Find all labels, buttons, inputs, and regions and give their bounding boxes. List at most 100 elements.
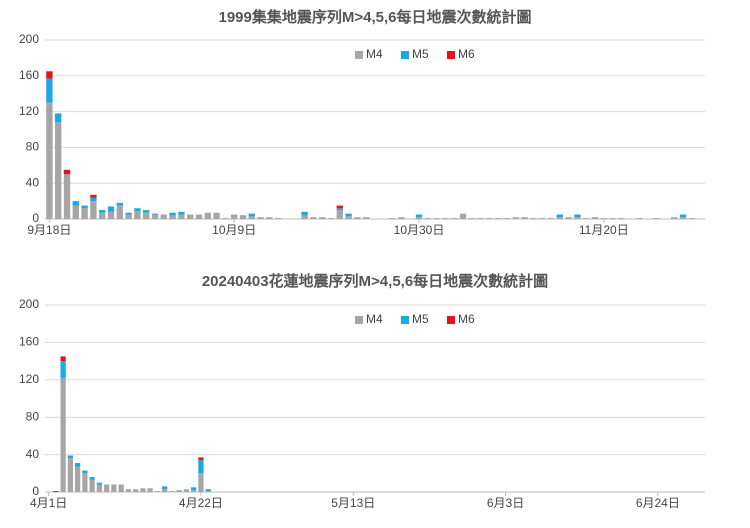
y-tick-label: 0 bbox=[32, 484, 39, 498]
bar-segment bbox=[169, 491, 175, 492]
bar-segment bbox=[176, 490, 182, 492]
bar-segment bbox=[75, 463, 81, 467]
bar-segment bbox=[82, 473, 88, 492]
bar-segment bbox=[55, 113, 62, 123]
bar-segment bbox=[151, 214, 159, 219]
y-tick-label: 40 bbox=[26, 175, 40, 189]
bar-segment bbox=[99, 210, 106, 213]
bar-segment bbox=[635, 218, 643, 219]
bar-segment bbox=[671, 217, 678, 219]
bar-segment bbox=[125, 212, 132, 215]
bar-segment bbox=[239, 215, 247, 217]
bar-segment bbox=[565, 217, 572, 219]
x-tick-label: 10月9日 bbox=[212, 223, 256, 237]
legend-swatch bbox=[401, 316, 409, 324]
bar-segment bbox=[442, 218, 449, 219]
bar-segment bbox=[415, 214, 423, 218]
bar-segment bbox=[60, 361, 66, 378]
bar-segment bbox=[162, 489, 168, 492]
bar-segment bbox=[90, 194, 97, 198]
bar-segment bbox=[486, 218, 493, 219]
bar-segment bbox=[140, 488, 146, 492]
x-tick-label: 6月24日 bbox=[636, 496, 680, 510]
bar-segment bbox=[257, 217, 264, 219]
bar-segment bbox=[104, 484, 110, 492]
bar-segment bbox=[459, 213, 467, 219]
bar-segment bbox=[539, 218, 546, 219]
y-tick-label: 120 bbox=[19, 104, 39, 118]
bar-segment bbox=[205, 489, 211, 492]
bar-segment bbox=[679, 217, 687, 219]
bar-segment bbox=[162, 486, 168, 490]
bar-segment bbox=[169, 212, 176, 216]
legend-label: M4 bbox=[366, 312, 383, 326]
bar-segment bbox=[143, 210, 150, 213]
bar-segment bbox=[336, 210, 343, 219]
y-tick-label: 120 bbox=[19, 372, 39, 386]
legend-swatch bbox=[447, 51, 455, 59]
bar-segment bbox=[556, 214, 563, 218]
bar-segment bbox=[574, 214, 581, 218]
bar-segment bbox=[503, 218, 511, 219]
bar-segment bbox=[72, 205, 79, 219]
bar-segment bbox=[81, 205, 88, 209]
bar-segment bbox=[205, 491, 211, 492]
bar-segment bbox=[134, 208, 141, 211]
bar-segment bbox=[363, 217, 370, 219]
bar-segment bbox=[63, 174, 71, 219]
y-tick-label: 80 bbox=[26, 409, 40, 423]
bar-segment bbox=[81, 208, 88, 219]
legend-label: M6 bbox=[458, 47, 475, 61]
bar-segment bbox=[67, 458, 73, 492]
bar-segment bbox=[125, 489, 132, 492]
bar-segment bbox=[134, 210, 141, 219]
legend-label: M5 bbox=[412, 47, 429, 61]
bar-segment bbox=[118, 484, 124, 492]
bar-segment bbox=[468, 218, 475, 219]
chart-title: 1999集集地震序列M>4,5,6每日地震次數統計圖 bbox=[219, 8, 532, 26]
bar-segment bbox=[266, 217, 273, 219]
bar-segment bbox=[477, 218, 484, 219]
bar-segment bbox=[574, 217, 581, 219]
y-tick-label: 160 bbox=[19, 335, 39, 349]
bar-segment bbox=[116, 205, 123, 219]
bar-segment bbox=[187, 214, 194, 219]
bar-segment bbox=[55, 122, 62, 219]
y-tick-label: 200 bbox=[19, 32, 39, 46]
x-tick-label: 5月13日 bbox=[331, 496, 375, 510]
x-tick-label: 10月30日 bbox=[394, 223, 445, 237]
bar-segment bbox=[60, 377, 66, 492]
bar-segment bbox=[160, 214, 167, 219]
bar-segment bbox=[151, 213, 159, 215]
bar-segment bbox=[319, 217, 326, 219]
bar-segment bbox=[99, 212, 106, 219]
bar-segment bbox=[389, 218, 396, 219]
bar-segment bbox=[398, 217, 405, 219]
bar-segment bbox=[653, 218, 660, 219]
bar-segment bbox=[46, 71, 53, 79]
bar-segment bbox=[90, 201, 97, 219]
bar-segment bbox=[231, 214, 238, 219]
bar-segment bbox=[679, 214, 687, 218]
bar-segment bbox=[583, 218, 590, 219]
bar-segment bbox=[530, 218, 537, 219]
bar-segment bbox=[183, 489, 190, 492]
bar-segment bbox=[354, 217, 361, 219]
bar-segment bbox=[46, 78, 53, 103]
bar-segment bbox=[424, 218, 431, 219]
bar-segment bbox=[327, 218, 335, 219]
bar-segment bbox=[198, 460, 204, 474]
bar-segment bbox=[125, 214, 132, 219]
bar-segment bbox=[239, 216, 247, 219]
x-tick-label: 4月1日 bbox=[30, 496, 67, 510]
bar-segment bbox=[75, 466, 81, 492]
bar-segment bbox=[345, 216, 352, 219]
bar-segment bbox=[521, 217, 528, 219]
legend-swatch bbox=[355, 51, 363, 59]
legend-label: M5 bbox=[412, 312, 429, 326]
bar-segment bbox=[60, 356, 66, 362]
bar-segment bbox=[111, 484, 117, 492]
bar-segment bbox=[67, 455, 73, 459]
bar-segment bbox=[63, 169, 71, 175]
